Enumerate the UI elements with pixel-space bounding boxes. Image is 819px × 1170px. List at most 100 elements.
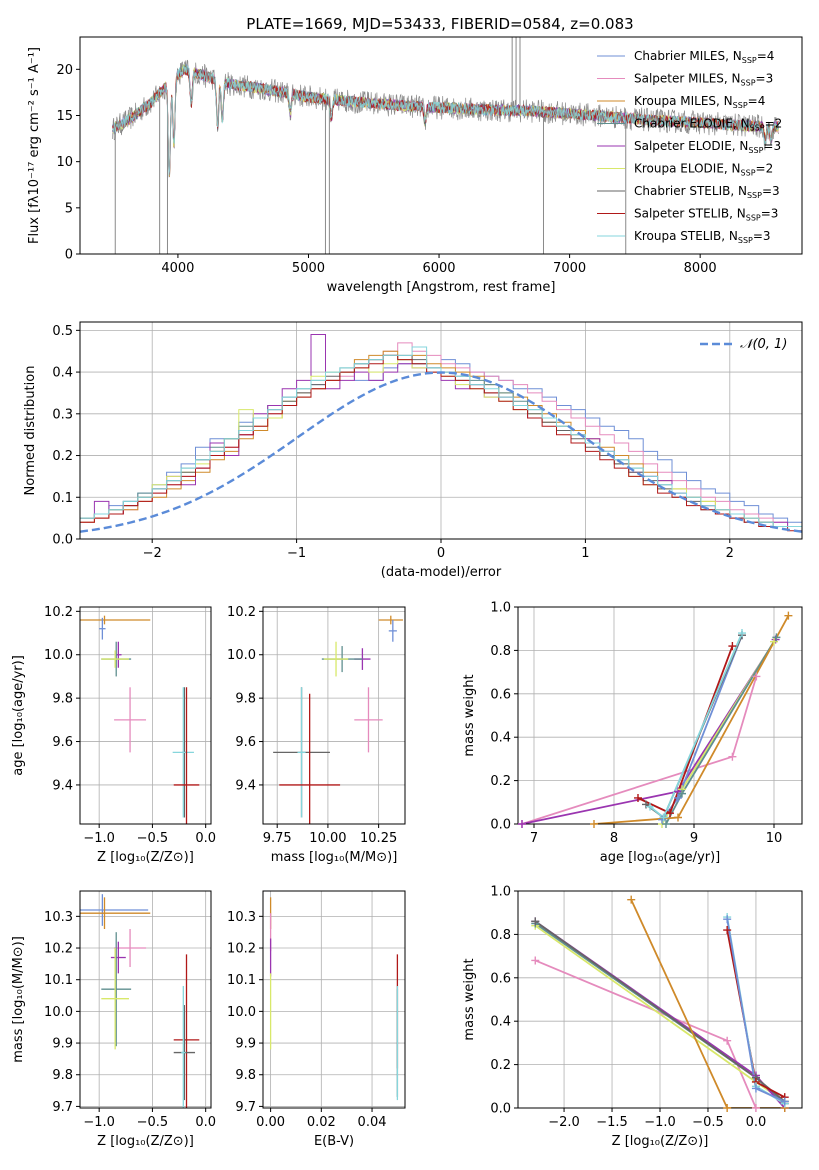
legend-label: Salpeter STELIB, NSSP=3 xyxy=(634,207,778,223)
y-tick-label: 20 xyxy=(56,63,73,78)
y-tick-label: 0.8 xyxy=(490,928,511,943)
weight-marker xyxy=(531,917,540,926)
plot-area xyxy=(80,894,200,1108)
x-axis-label: age [log₁₀(age/yr)] xyxy=(600,850,721,865)
x-axis-label: Z [log₁₀(Z/Z⊙)] xyxy=(97,1134,194,1149)
weight-marker xyxy=(531,956,540,965)
y-tick-label: 0 xyxy=(65,248,73,263)
y-tick-label: 15 xyxy=(56,109,73,124)
y-tick-label: 0.4 xyxy=(490,731,511,746)
y-tick-label: 9.8 xyxy=(235,1068,256,1083)
y-tick-label: 0.2 xyxy=(490,774,511,789)
weight-marker xyxy=(723,915,732,924)
weight-marker xyxy=(646,802,654,811)
weight-marker xyxy=(659,813,668,822)
x-tick-label: −0.5 xyxy=(692,1115,724,1130)
legend-label: Chabrier STELIB, NSSP=3 xyxy=(634,184,780,200)
y-tick-label: 1.0 xyxy=(490,601,511,616)
y-tick-label: 0.3 xyxy=(52,407,73,422)
weight-marker xyxy=(674,793,682,802)
weight-marker xyxy=(752,672,761,681)
x-axis-label: Z [log₁₀(Z/Z⊙)] xyxy=(97,850,194,865)
x-tick-label: −1.0 xyxy=(83,831,115,846)
y-tick-label: 0.1 xyxy=(52,491,73,506)
x-tick-label: 6000 xyxy=(422,261,455,276)
y-tick-label: 0.2 xyxy=(52,449,73,464)
x-tick-label: 0 xyxy=(437,546,445,561)
y-tick-label: 0.5 xyxy=(52,324,73,339)
axes-frame xyxy=(79,606,212,825)
axes-frame xyxy=(262,890,406,1109)
x-tick-label: 0.0 xyxy=(195,831,216,846)
x-tick-label: −2.0 xyxy=(548,1115,580,1130)
x-tick-label: 1 xyxy=(581,546,589,561)
weight-marker xyxy=(751,1084,760,1093)
plot-area xyxy=(112,37,779,254)
y-tick-label: 1.0 xyxy=(490,885,511,900)
legend-label: Salpeter MILES, NSSP=3 xyxy=(634,72,773,88)
x-tick-label: −1.0 xyxy=(83,1115,115,1130)
plot-area xyxy=(80,334,802,533)
x-tick-label: 5000 xyxy=(292,261,325,276)
x-axis-label: E(B-V) xyxy=(314,1134,354,1149)
x-tick-label: 0.0 xyxy=(746,1115,767,1130)
axes-frame xyxy=(79,36,803,255)
y-tick-label: 10.1 xyxy=(227,973,256,988)
y-tick-label: 0.4 xyxy=(52,366,73,381)
x-tick-label: 8 xyxy=(610,831,618,846)
legend-label: Chabrier MILES, NSSP=4 xyxy=(634,49,774,65)
y-tick-label: 10.2 xyxy=(227,605,256,620)
x-axis-label: Z [log₁₀(Z/Z⊙)] xyxy=(612,1134,709,1149)
y-tick-label: 10 xyxy=(56,155,73,170)
x-axis-label: mass [log₁₀(M/M⊙)] xyxy=(271,850,398,865)
x-tick-label: 10.25 xyxy=(360,831,397,846)
spectrum-model-line xyxy=(112,64,779,176)
axes-mass-weight-vs-age: 7 8 9 10 0.0 0.2 0.4 0.6 0.8 1.0 age [log₁₀(age/yr… xyxy=(462,601,803,865)
x-tick-label: 7000 xyxy=(553,261,586,276)
weight-marker xyxy=(770,637,778,646)
y-tick-label: 0.4 xyxy=(490,1015,511,1030)
y-tick-label: 10.0 xyxy=(227,1005,256,1020)
legend-label: Kroupa STELIB, NSSP=3 xyxy=(634,229,771,245)
y-tick-label: 9.9 xyxy=(52,1037,73,1052)
weight-marker xyxy=(627,895,636,904)
y-tick-label: 10.3 xyxy=(44,910,73,925)
axes-mass-vs-Z: −1.0 −0.5 0.0 9.7 9.8 9.9 10.0 10.1 10.2 10.3 Z [l… xyxy=(11,890,216,1149)
weight-marker xyxy=(678,789,686,798)
x-tick-label: 2 xyxy=(726,546,734,561)
x-tick-label: 0.04 xyxy=(358,1115,387,1130)
y-tick-label: 9.8 xyxy=(235,692,256,707)
y-tick-label: 10.2 xyxy=(44,942,73,957)
legend-label: Kroupa ELODIE, NSSP=2 xyxy=(634,162,773,178)
y-tick-label: 9.6 xyxy=(235,735,256,750)
weight-marker xyxy=(634,793,642,802)
weight-marker xyxy=(780,1097,789,1106)
axes-spectrum: 4000 5000 6000 7000 8000 0 5 10 15 20 wavelength [… xyxy=(27,36,803,295)
y-tick-label: 9.8 xyxy=(52,1068,73,1083)
histogram-line xyxy=(80,354,802,532)
spectrum-legend: Chabrier MILES, NSSP=4 Salpeter MILES, NS… xyxy=(597,49,782,245)
weight-marker xyxy=(674,813,682,822)
axes-frame xyxy=(79,890,212,1109)
y-tick-label: 9.6 xyxy=(52,735,73,750)
y-tick-label: 10.0 xyxy=(44,648,73,663)
weight-marker xyxy=(518,820,526,828)
y-axis-label: Flux [fλ10⁻¹⁷ erg cm⁻² s⁻¹ A⁻¹] xyxy=(27,47,42,244)
x-tick-label: 10.00 xyxy=(309,831,346,846)
y-axis-label: Normed distribution xyxy=(23,366,38,496)
weight-marker xyxy=(666,809,674,818)
weight-marker xyxy=(723,926,732,935)
y-tick-label: 9.7 xyxy=(52,1100,73,1115)
weight-marker xyxy=(728,642,737,651)
y-tick-label: 0.8 xyxy=(490,644,511,659)
x-tick-label: −2 xyxy=(143,546,162,561)
weight-marker xyxy=(751,1104,760,1112)
x-tick-label: 7 xyxy=(530,831,538,846)
plot-area xyxy=(273,615,403,824)
axes-age-vs-mass: 9.75 10.00 10.25 9.4 9.6 9.8 10.0 10.2 mass [log… xyxy=(227,605,406,865)
weight-marker xyxy=(728,752,737,761)
x-tick-label: 4000 xyxy=(161,261,194,276)
plot-area xyxy=(80,615,200,824)
x-tick-label: 9 xyxy=(690,831,698,846)
